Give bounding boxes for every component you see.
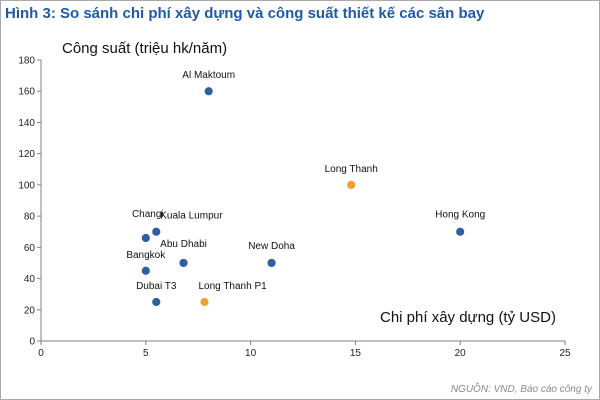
label-kuala-lumpur: Kuala Lumpur <box>160 211 223 222</box>
point-long-thanh-p1 <box>199 297 210 307</box>
axes <box>37 59 566 345</box>
tick-labels: 0 20 40 60 80 100 120 140 160 180 0 5 10 15 20 25 <box>18 56 571 360</box>
x-tick-label: 20 <box>455 348 467 359</box>
label-hong-kong: Hong Kong <box>435 210 485 221</box>
source-note: NGUỒN: VND, Báo cáo công ty <box>450 384 592 395</box>
x-tick-label: 0 <box>38 348 44 359</box>
point-changi <box>140 233 151 243</box>
point-labels: Al Maktoum Long Thanh Hong Kong ChangiKuala… <box>126 70 485 292</box>
y-tick-label: 180 <box>18 56 35 67</box>
label-changi: Changi <box>132 209 164 220</box>
x-axis-label: Chi phí xây dựng (tỷ USD) <box>380 309 556 326</box>
data-points <box>140 86 466 307</box>
label-abu-dhabi: Abu Dhabi <box>160 239 207 250</box>
y-tick-label: 20 <box>24 305 36 316</box>
point-al-maktoum <box>203 86 214 97</box>
label-new-doha: New Doha <box>248 241 295 252</box>
label-al-maktoum: Al Maktoum <box>182 70 235 81</box>
point-dubai-t3 <box>151 297 162 307</box>
point-long-thanh <box>346 179 357 190</box>
y-tick-label: 80 <box>24 212 36 223</box>
x-tick-label: 15 <box>350 348 362 359</box>
label-long-thanh-p1: Long Thanh P1 <box>198 281 267 292</box>
x-tick-label: 25 <box>559 348 571 359</box>
x-tick-label: 10 <box>245 348 257 359</box>
label-bangkok: Bangkok <box>126 250 166 261</box>
point-bangkok <box>140 265 151 276</box>
y-tick-label: 60 <box>24 243 36 254</box>
y-tick-label: 0 <box>29 337 35 348</box>
y-tick-label: 140 <box>18 118 35 129</box>
label-long-thanh: Long Thanh <box>325 164 378 175</box>
y-tick-label: 40 <box>24 274 36 285</box>
y-tick-label: 160 <box>18 87 35 98</box>
point-hong-kong <box>455 226 466 237</box>
y-axis-label: Công suất (triệu hk/năm) <box>62 40 227 57</box>
y-tick-label: 100 <box>18 180 35 191</box>
y-tick-label: 120 <box>18 149 35 160</box>
chart-title: Hình 3: So sánh chi phí xây dựng và công… <box>5 5 485 22</box>
x-tick-label: 5 <box>143 348 149 359</box>
point-new-doha <box>266 258 277 268</box>
point-kuala-lumpur <box>151 226 162 237</box>
point-abu-dhabi <box>178 258 189 268</box>
label-dubai-t3: Dubai T3 <box>136 281 177 292</box>
